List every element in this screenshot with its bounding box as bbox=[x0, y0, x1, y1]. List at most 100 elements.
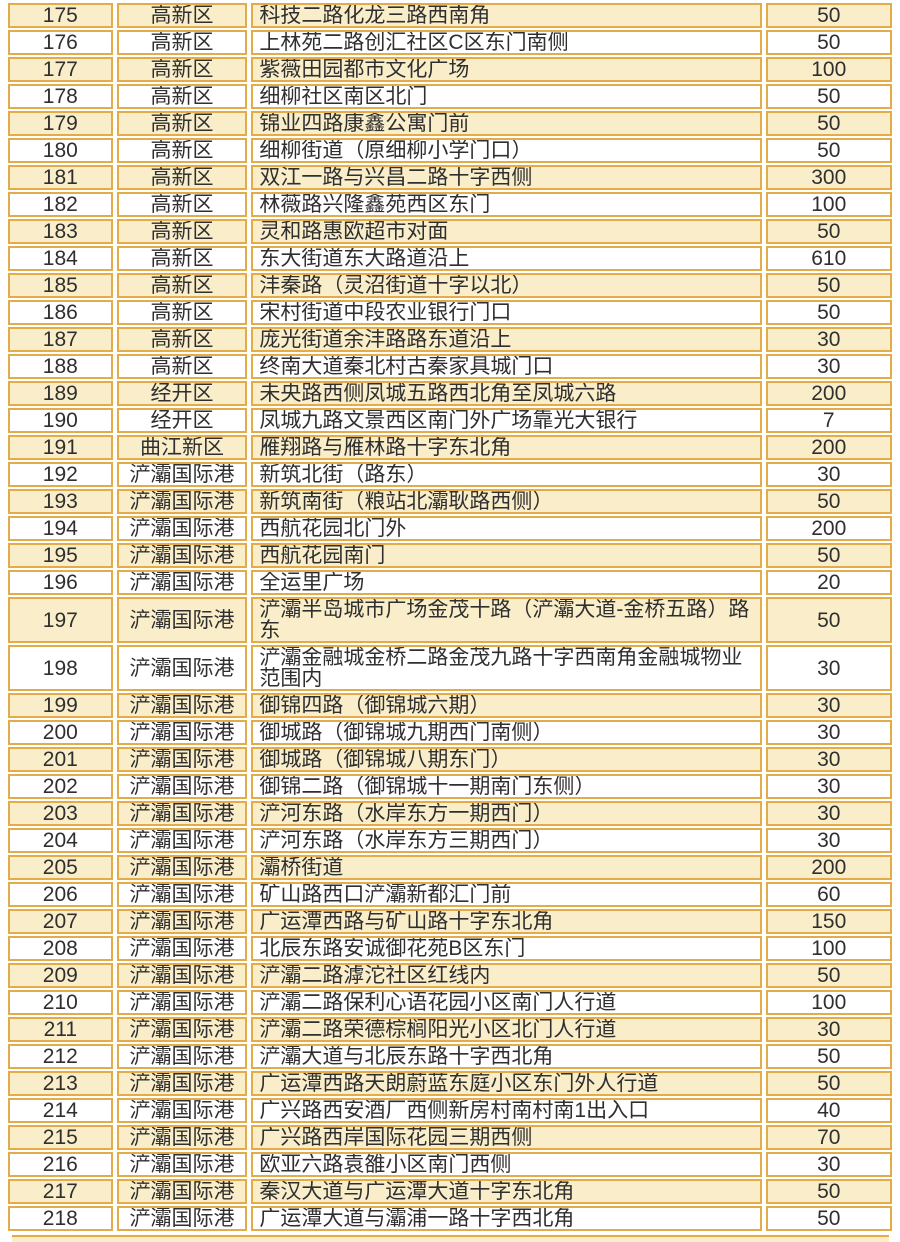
table-row: 191 曲江新区 雁翔路与雁林路十字东北角 200 bbox=[8, 435, 892, 460]
district-cell: 浐灞国际港 bbox=[116, 774, 248, 799]
row-number-cell: 183 bbox=[8, 219, 113, 244]
location-cell: 新筑南街（粮站北灞耿路西侧） bbox=[251, 489, 762, 514]
count-cell: 30 bbox=[765, 801, 892, 826]
location-cell: 御城路（御锦城八期东门） bbox=[251, 747, 762, 772]
table-row: 218 浐灞国际港 广运潭大道与灞浦一路十字西北角 50 bbox=[8, 1206, 892, 1231]
table-row: 190 经开区 凤城九路文景西区南门外广场靠光大银行 7 bbox=[8, 408, 892, 433]
district-cell: 浐灞国际港 bbox=[116, 645, 248, 691]
table-row: 176 高新区 上林苑二路创汇社区C区东门南侧 50 bbox=[8, 30, 892, 55]
location-cell: 凤城九路文景西区南门外广场靠光大银行 bbox=[251, 408, 762, 433]
count-cell: 50 bbox=[765, 219, 892, 244]
count-cell: 50 bbox=[765, 1206, 892, 1231]
location-cell: 西航花园北门外 bbox=[251, 516, 762, 541]
table-row: 180 高新区 细柳街道（原细柳小学门口） 50 bbox=[8, 138, 892, 163]
row-number-cell: 185 bbox=[8, 273, 113, 298]
count-cell: 50 bbox=[765, 1071, 892, 1096]
district-cell: 浐灞国际港 bbox=[116, 1044, 248, 1069]
district-cell: 高新区 bbox=[116, 84, 248, 109]
table-row: 203 浐灞国际港 浐河东路（水岸东方一期西门） 30 bbox=[8, 801, 892, 826]
table-row: 202 浐灞国际港 御锦二路（御锦城十一期南门东侧） 30 bbox=[8, 774, 892, 799]
table-body: 175 高新区 科技二路化龙三路西南角 50 176 高新区 上林苑二路创汇社区… bbox=[8, 3, 892, 1231]
row-number-cell: 190 bbox=[8, 408, 113, 433]
count-cell: 30 bbox=[765, 327, 892, 352]
district-cell: 高新区 bbox=[116, 354, 248, 379]
table-row: 204 浐灞国际港 浐河东路（水岸东方三期西门） 30 bbox=[8, 828, 892, 853]
location-cell: 上林苑二路创汇社区C区东门南侧 bbox=[251, 30, 762, 55]
row-number-cell: 213 bbox=[8, 1071, 113, 1096]
row-number-cell: 181 bbox=[8, 165, 113, 190]
location-cell: 科技二路化龙三路西南角 bbox=[251, 3, 762, 28]
table-row: 212 浐灞国际港 浐灞大道与北辰东路十字西北角 50 bbox=[8, 1044, 892, 1069]
count-cell: 7 bbox=[765, 408, 892, 433]
location-cell: 浐灞二路保利心语花园小区南门人行道 bbox=[251, 990, 762, 1015]
district-cell: 浐灞国际港 bbox=[116, 1152, 248, 1177]
location-cell: 浐河东路（水岸东方三期西门） bbox=[251, 828, 762, 853]
count-cell: 30 bbox=[765, 1017, 892, 1042]
row-number-cell: 187 bbox=[8, 327, 113, 352]
row-number-cell: 191 bbox=[8, 435, 113, 460]
district-cell: 高新区 bbox=[116, 300, 248, 325]
district-cell: 浐灞国际港 bbox=[116, 963, 248, 988]
table-row: 188 高新区 终南大道秦北村古秦家具城门口 30 bbox=[8, 354, 892, 379]
table-row: 195 浐灞国际港 西航花园南门 50 bbox=[8, 543, 892, 568]
district-cell: 浐灞国际港 bbox=[116, 489, 248, 514]
district-cell: 浐灞国际港 bbox=[116, 828, 248, 853]
count-cell: 50 bbox=[765, 138, 892, 163]
row-number-cell: 211 bbox=[8, 1017, 113, 1042]
district-cell: 浐灞国际港 bbox=[116, 747, 248, 772]
district-cell: 高新区 bbox=[116, 138, 248, 163]
location-cell: 欧亚六路袁雒小区南门西侧 bbox=[251, 1152, 762, 1177]
district-cell: 浐灞国际港 bbox=[116, 597, 248, 643]
table-row: 181 高新区 双江一路与兴昌二路十字西侧 300 bbox=[8, 165, 892, 190]
location-cell: 紫薇田园都市文化广场 bbox=[251, 57, 762, 82]
row-number-cell: 200 bbox=[8, 720, 113, 745]
district-cell: 浐灞国际港 bbox=[116, 1071, 248, 1096]
location-cell: 双江一路与兴昌二路十字西侧 bbox=[251, 165, 762, 190]
location-cell: 锦业四路康鑫公寓门前 bbox=[251, 111, 762, 136]
count-cell: 30 bbox=[765, 462, 892, 487]
table-row: 194 浐灞国际港 西航花园北门外 200 bbox=[8, 516, 892, 541]
table-row: 184 高新区 东大街道东大路道沿上 610 bbox=[8, 246, 892, 271]
location-cell: 浐河东路（水岸东方一期西门） bbox=[251, 801, 762, 826]
location-cell: 细柳街道（原细柳小学门口） bbox=[251, 138, 762, 163]
count-cell: 30 bbox=[765, 828, 892, 853]
table-row: 197 浐灞国际港 浐灞半岛城市广场金茂十路（浐灞大道-金桥五路）路东 50 bbox=[8, 597, 892, 643]
count-cell: 50 bbox=[765, 1044, 892, 1069]
row-number-cell: 217 bbox=[8, 1179, 113, 1204]
district-cell: 浐灞国际港 bbox=[116, 516, 248, 541]
location-cell: 新筑北街（路东） bbox=[251, 462, 762, 487]
partial-next-row bbox=[12, 1235, 889, 1242]
table-row: 215 浐灞国际港 广兴路西岸国际花园三期西侧 70 bbox=[8, 1125, 892, 1150]
row-number-cell: 209 bbox=[8, 963, 113, 988]
row-number-cell: 214 bbox=[8, 1098, 113, 1123]
location-cell: 林薇路兴隆鑫苑西区东门 bbox=[251, 192, 762, 217]
location-cell: 矿山路西口浐灞新都汇门前 bbox=[251, 882, 762, 907]
district-cell: 高新区 bbox=[116, 192, 248, 217]
location-cell: 全运里广场 bbox=[251, 570, 762, 595]
count-cell: 50 bbox=[765, 963, 892, 988]
count-cell: 150 bbox=[765, 909, 892, 934]
row-number-cell: 202 bbox=[8, 774, 113, 799]
count-cell: 50 bbox=[765, 111, 892, 136]
table-row: 189 经开区 未央路西侧凤城五路西北角至凤城六路 200 bbox=[8, 381, 892, 406]
count-cell: 30 bbox=[765, 774, 892, 799]
table-row: 183 高新区 灵和路惠欧超市对面 50 bbox=[8, 219, 892, 244]
count-cell: 50 bbox=[765, 273, 892, 298]
location-cell: 浐灞半岛城市广场金茂十路（浐灞大道-金桥五路）路东 bbox=[251, 597, 762, 643]
district-cell: 高新区 bbox=[116, 327, 248, 352]
count-cell: 50 bbox=[765, 84, 892, 109]
count-cell: 30 bbox=[765, 1152, 892, 1177]
row-number-cell: 199 bbox=[8, 693, 113, 718]
district-cell: 浐灞国际港 bbox=[116, 1098, 248, 1123]
count-cell: 30 bbox=[765, 693, 892, 718]
count-cell: 610 bbox=[765, 246, 892, 271]
district-cell: 浐灞国际港 bbox=[116, 1125, 248, 1150]
row-number-cell: 198 bbox=[8, 645, 113, 691]
district-cell: 经开区 bbox=[116, 381, 248, 406]
table-row: 175 高新区 科技二路化龙三路西南角 50 bbox=[8, 3, 892, 28]
location-cell: 广兴路西岸国际花园三期西侧 bbox=[251, 1125, 762, 1150]
table-row: 185 高新区 沣秦路（灵沼街道十字以北） 50 bbox=[8, 273, 892, 298]
location-cell: 御锦二路（御锦城十一期南门东侧） bbox=[251, 774, 762, 799]
row-number-cell: 194 bbox=[8, 516, 113, 541]
district-cell: 高新区 bbox=[116, 57, 248, 82]
